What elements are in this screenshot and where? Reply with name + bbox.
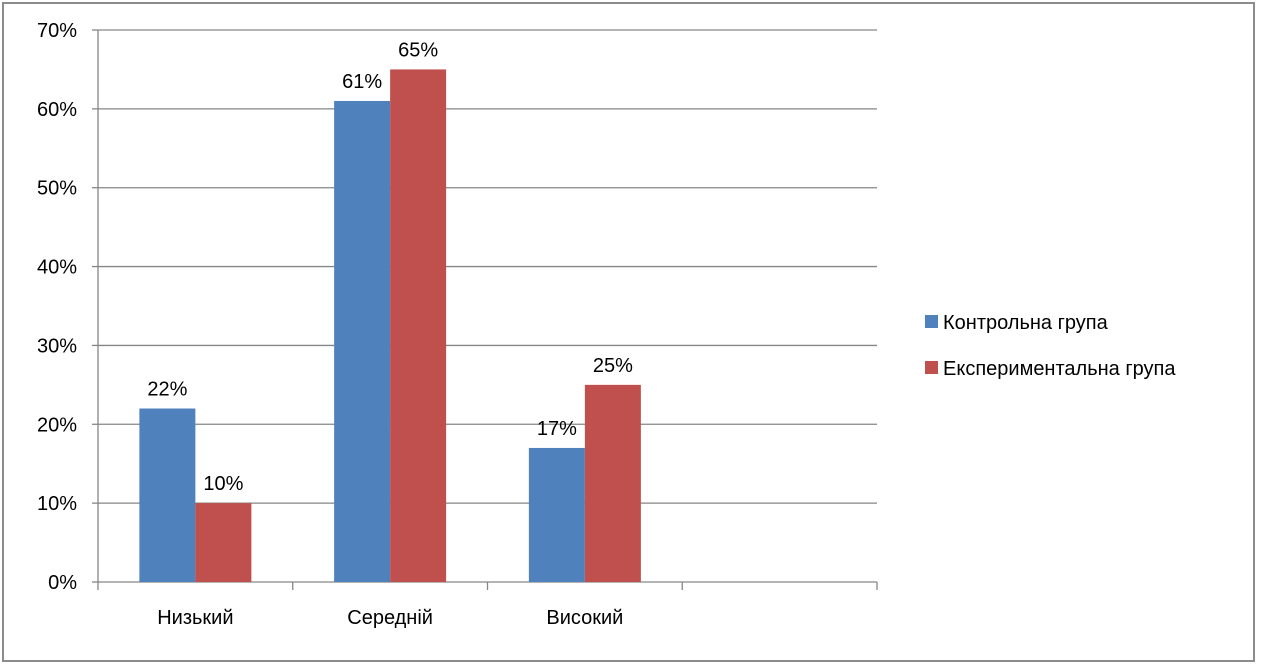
bar bbox=[585, 385, 641, 582]
bar bbox=[334, 101, 390, 582]
gridlines bbox=[98, 30, 877, 503]
data-label: 65% bbox=[398, 39, 438, 61]
y-tick-label: 70% bbox=[37, 20, 77, 42]
legend: Контрольна група Експериментальна група bbox=[925, 312, 1176, 380]
y-tick-label: 40% bbox=[37, 257, 77, 279]
legend-label: Контрольна група bbox=[943, 312, 1109, 334]
data-label: 25% bbox=[593, 355, 633, 377]
data-label: 10% bbox=[203, 473, 243, 495]
data-label: 61% bbox=[342, 71, 382, 93]
bar bbox=[390, 69, 446, 582]
y-tick-label: 20% bbox=[37, 414, 77, 436]
x-category-label: Високий bbox=[546, 607, 623, 629]
y-tick-label: 0% bbox=[48, 572, 77, 594]
y-tick-label: 50% bbox=[37, 178, 77, 200]
data-label: 22% bbox=[147, 379, 187, 401]
bar bbox=[195, 503, 251, 582]
legend-swatch bbox=[925, 315, 938, 328]
x-category-label: Середній bbox=[347, 607, 433, 629]
legend-swatch bbox=[925, 361, 938, 374]
legend-label: Експериментальна група bbox=[943, 358, 1176, 380]
y-tick-label: 30% bbox=[37, 335, 77, 357]
bar bbox=[139, 409, 195, 582]
bar bbox=[529, 448, 585, 582]
y-tick-label: 60% bbox=[37, 99, 77, 121]
data-label: 17% bbox=[537, 418, 577, 440]
y-tick-label: 10% bbox=[37, 493, 77, 515]
bars bbox=[139, 69, 641, 582]
x-category-label: Низький bbox=[157, 607, 233, 629]
